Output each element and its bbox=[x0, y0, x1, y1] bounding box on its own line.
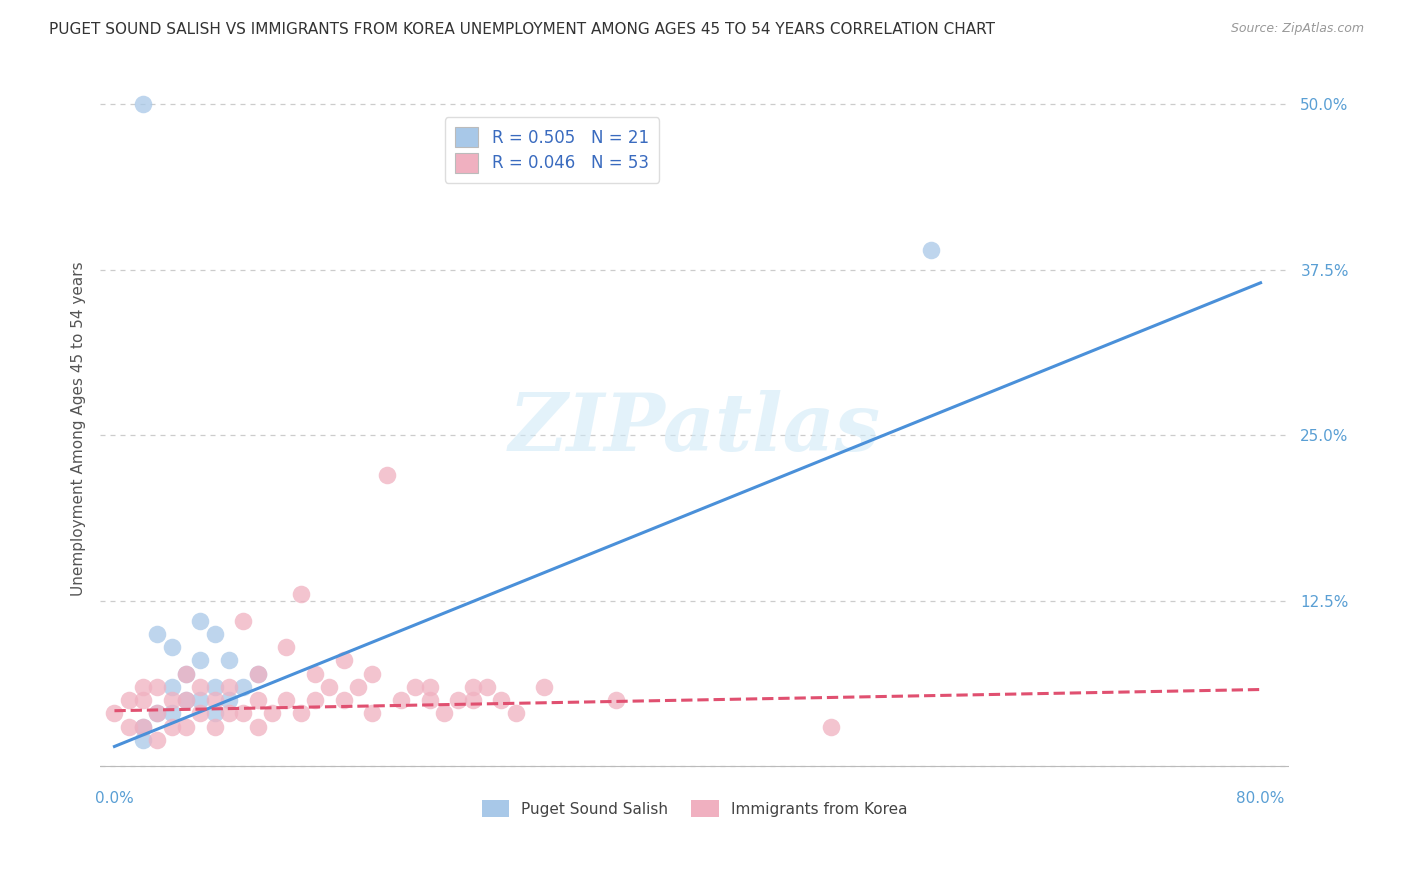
Point bbox=[232, 706, 254, 721]
Point bbox=[318, 680, 340, 694]
Point bbox=[160, 693, 183, 707]
Point bbox=[174, 693, 197, 707]
Point bbox=[419, 693, 441, 707]
Point bbox=[246, 666, 269, 681]
Point bbox=[491, 693, 513, 707]
Point bbox=[419, 680, 441, 694]
Point bbox=[246, 666, 269, 681]
Point bbox=[174, 720, 197, 734]
Point bbox=[204, 680, 226, 694]
Point bbox=[475, 680, 498, 694]
Point bbox=[146, 706, 169, 721]
Point bbox=[204, 693, 226, 707]
Point bbox=[332, 693, 354, 707]
Point bbox=[260, 706, 283, 721]
Point bbox=[174, 666, 197, 681]
Point bbox=[276, 640, 298, 654]
Point bbox=[204, 706, 226, 721]
Y-axis label: Unemployment Among Ages 45 to 54 years: Unemployment Among Ages 45 to 54 years bbox=[72, 261, 86, 596]
Point bbox=[132, 720, 155, 734]
Point bbox=[347, 680, 370, 694]
Point bbox=[218, 653, 240, 667]
Point bbox=[132, 97, 155, 112]
Point bbox=[190, 693, 212, 707]
Point bbox=[533, 680, 555, 694]
Point bbox=[290, 587, 312, 601]
Text: Source: ZipAtlas.com: Source: ZipAtlas.com bbox=[1230, 22, 1364, 36]
Point bbox=[375, 467, 398, 482]
Point bbox=[146, 732, 169, 747]
Point bbox=[218, 693, 240, 707]
Text: ZIPatlas: ZIPatlas bbox=[509, 390, 880, 467]
Point bbox=[190, 614, 212, 628]
Point bbox=[160, 680, 183, 694]
Point bbox=[146, 706, 169, 721]
Point bbox=[304, 666, 326, 681]
Point bbox=[132, 732, 155, 747]
Point bbox=[190, 680, 212, 694]
Point bbox=[118, 693, 141, 707]
Point bbox=[132, 720, 155, 734]
Point bbox=[433, 706, 456, 721]
Point bbox=[246, 720, 269, 734]
Point bbox=[204, 627, 226, 641]
Point bbox=[820, 720, 842, 734]
Point bbox=[146, 680, 169, 694]
Point bbox=[505, 706, 527, 721]
Point bbox=[160, 640, 183, 654]
Point bbox=[246, 693, 269, 707]
Point bbox=[605, 693, 627, 707]
Point bbox=[404, 680, 426, 694]
Point bbox=[232, 614, 254, 628]
Point bbox=[218, 706, 240, 721]
Legend: Puget Sound Salish, Immigrants from Korea: Puget Sound Salish, Immigrants from Kore… bbox=[474, 793, 915, 824]
Point bbox=[132, 680, 155, 694]
Point bbox=[920, 243, 942, 257]
Point bbox=[232, 680, 254, 694]
Point bbox=[190, 653, 212, 667]
Point bbox=[132, 693, 155, 707]
Point bbox=[146, 627, 169, 641]
Point bbox=[361, 706, 384, 721]
Point bbox=[389, 693, 412, 707]
Point bbox=[276, 693, 298, 707]
Point bbox=[160, 706, 183, 721]
Point bbox=[204, 720, 226, 734]
Point bbox=[174, 693, 197, 707]
Point bbox=[218, 680, 240, 694]
Point bbox=[447, 693, 470, 707]
Point bbox=[461, 680, 484, 694]
Point bbox=[160, 720, 183, 734]
Point bbox=[174, 666, 197, 681]
Point bbox=[361, 666, 384, 681]
Point bbox=[332, 653, 354, 667]
Point bbox=[190, 706, 212, 721]
Point bbox=[290, 706, 312, 721]
Point bbox=[118, 720, 141, 734]
Text: PUGET SOUND SALISH VS IMMIGRANTS FROM KOREA UNEMPLOYMENT AMONG AGES 45 TO 54 YEA: PUGET SOUND SALISH VS IMMIGRANTS FROM KO… bbox=[49, 22, 995, 37]
Point bbox=[103, 706, 125, 721]
Point bbox=[461, 693, 484, 707]
Point bbox=[304, 693, 326, 707]
